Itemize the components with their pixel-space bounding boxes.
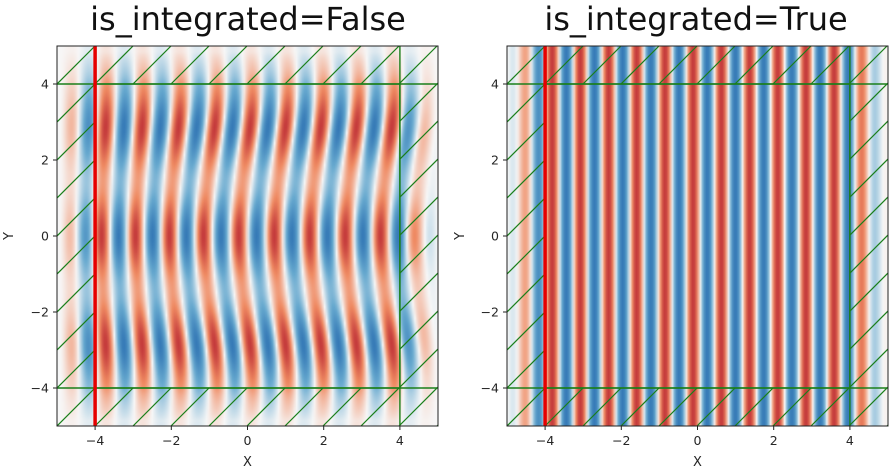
y-tick-label: 4 <box>491 77 499 92</box>
x-tick-label: 2 <box>770 433 778 448</box>
x-tick-label: −4 <box>86 433 104 448</box>
x-tick-label: 4 <box>846 433 854 448</box>
chart-title: is_integrated=True <box>544 0 847 38</box>
field-heatmap <box>507 46 888 426</box>
y-tick-label: 4 <box>41 77 49 92</box>
x-tick-label: 4 <box>396 433 404 448</box>
y-tick-label: 0 <box>491 229 499 244</box>
y-tick-label: −2 <box>481 305 499 320</box>
x-axis-label: X <box>243 455 252 470</box>
y-tick-label: 2 <box>41 153 49 168</box>
y-tick-label: −4 <box>481 381 499 396</box>
x-tick-label: 0 <box>244 433 252 448</box>
y-tick-label: −2 <box>31 305 49 320</box>
x-axis-label: X <box>693 455 702 470</box>
x-tick-label: 2 <box>320 433 328 448</box>
x-tick-label: −4 <box>536 433 554 448</box>
y-axis-label: Y <box>453 232 468 241</box>
y-tick-label: −4 <box>31 381 49 396</box>
x-tick-label: −2 <box>162 433 180 448</box>
y-axis-label: Y <box>2 232 17 241</box>
chart-title: is_integrated=False <box>90 0 406 38</box>
y-tick-label: 2 <box>491 153 499 168</box>
x-tick-label: −2 <box>612 433 630 448</box>
y-tick-label: 0 <box>41 229 49 244</box>
panel-2: −4 −2 0 2 4 −4 −2 0 2 4 is_integrated=True X Y <box>453 0 889 470</box>
field-heatmap <box>57 46 438 426</box>
x-tick-label: 0 <box>694 433 702 448</box>
